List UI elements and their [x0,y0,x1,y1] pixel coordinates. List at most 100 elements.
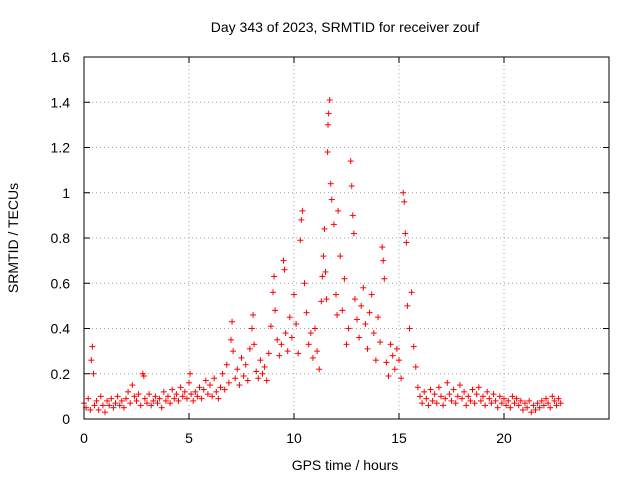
x-tick-label: 5 [185,430,193,446]
data-point [339,307,346,314]
data-point [423,395,430,402]
data-point [123,395,129,402]
data-point [350,230,357,237]
data-point [400,189,407,196]
plot-frame [83,56,610,420]
data-point [538,397,545,404]
data-point [282,330,289,337]
grid-layer [84,57,609,419]
y-tick-label: 1 [62,185,70,201]
data-point [211,375,218,382]
data-point [97,393,104,400]
y-tick-label: 0.8 [51,230,71,246]
data-point [341,275,348,282]
data-point [209,393,216,400]
data-point [526,397,533,404]
data-point [412,363,419,370]
data-point [160,388,167,395]
data-point [536,404,543,411]
data-point [175,397,182,404]
data-point [334,311,341,318]
data-point [120,404,127,411]
data-point [380,257,387,264]
data-point [288,334,295,341]
data-point [387,341,394,348]
data-point [375,314,381,321]
data-point [534,400,541,407]
data-point [236,382,243,389]
data-point [230,348,237,355]
data-point [213,388,220,395]
data-point [171,395,178,402]
data-point [196,384,203,391]
data-point [146,391,153,398]
x-tick-label: 20 [496,430,512,446]
data-point [270,289,276,296]
data-point [259,370,266,377]
data-point [486,395,493,402]
data-point [368,291,375,298]
data-point [383,359,390,366]
data-point [229,318,236,325]
data-point [515,402,522,409]
data-point [291,291,297,298]
data-point [325,110,332,117]
data-point [194,393,201,400]
data-point [429,397,436,404]
data-point [305,341,312,348]
data-point [152,393,159,400]
data-point [177,384,184,391]
data-point [410,343,417,350]
data-point [261,363,268,370]
data-point [190,397,197,404]
data-point [370,330,377,337]
y-tick-label: 0.4 [51,321,71,337]
data-point [360,284,367,291]
data-point [379,244,386,251]
data-point [223,361,230,368]
x-tick-label: 15 [391,430,407,446]
data-point [551,397,558,404]
data-point [274,336,281,343]
x-tick-label: 0 [80,430,88,446]
data-point [312,325,318,332]
data-point [345,325,352,332]
data-point [225,379,232,386]
data-point [99,402,106,409]
data-point [351,296,358,303]
data-point [463,402,470,409]
data-point [431,391,438,398]
data-point [150,397,157,404]
data-point [519,406,526,413]
data-point [507,404,514,411]
data-point [433,400,440,407]
data-point [265,350,272,357]
data-point [112,400,119,407]
data-point [318,298,325,305]
y-tick-label: 0.2 [51,366,71,382]
data-point [393,345,400,352]
data-point [278,341,285,348]
data-point [465,393,472,400]
data-point [528,409,535,416]
data-point [320,253,327,260]
data-point [425,402,432,409]
data-point [89,343,96,350]
data-point [173,391,180,398]
data-point [509,393,516,400]
data-point [532,406,539,413]
data-point [496,393,503,400]
data-point [522,400,528,407]
ticks-layer [83,56,609,420]
data-point [498,400,505,407]
data-point [366,309,373,316]
data-point [337,253,344,260]
data-point [303,309,310,316]
y-axis-label: SRMTID / TECUs [5,183,21,293]
data-point [511,400,518,407]
data-point [406,325,413,332]
data-point [215,395,222,402]
data-point [452,400,459,407]
data-point [307,330,314,337]
data-point [385,373,392,380]
